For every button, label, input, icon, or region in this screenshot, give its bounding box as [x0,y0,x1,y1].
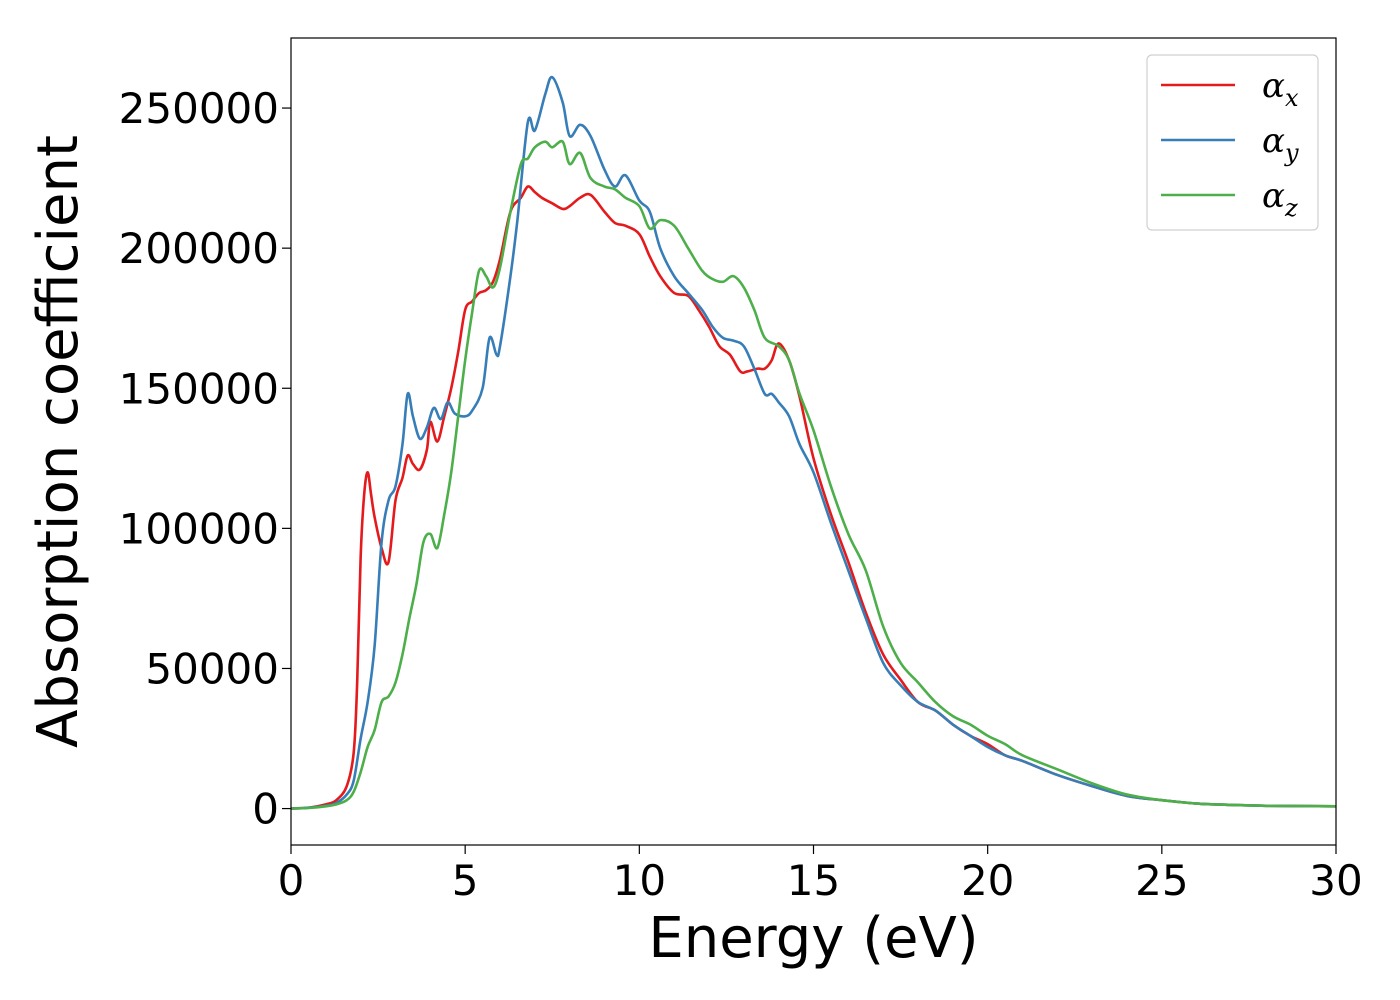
series-layer [291,75,1336,810]
legend: αx αy αz [1146,54,1319,231]
legend-label-z: αz [1262,176,1298,222]
x-tick-label: 10 [613,856,666,905]
y-tick-label: 150000 [119,364,279,413]
y-tick-label: 100000 [119,504,279,553]
x-axis: 0 5 10 15 20 25 30 [278,845,1363,905]
y-tick-label: 250000 [119,84,279,133]
x-tick-label: 25 [1135,856,1188,905]
legend-label-y: αy [1262,121,1299,167]
series-line-y [291,75,1336,810]
y-tick-label: 50000 [145,644,279,693]
x-tick-label: 30 [1309,856,1362,905]
legend-label-x: αx [1262,66,1299,112]
x-axis-title: Energy (eV) [648,906,978,971]
x-tick-label: 5 [452,856,479,905]
y-tick-label: 200000 [119,224,279,273]
x-tick-label: 20 [961,856,1014,905]
x-tick-label: 15 [787,856,840,905]
series-line-z [291,139,1336,810]
y-axis: 0 50000 100000 150000 200000 250000 [119,84,291,834]
y-tick-label: 0 [252,785,279,834]
x-tick-label: 0 [278,856,305,905]
legend-box [1146,54,1319,231]
y-axis-title: Absorption coefficient [26,135,91,748]
